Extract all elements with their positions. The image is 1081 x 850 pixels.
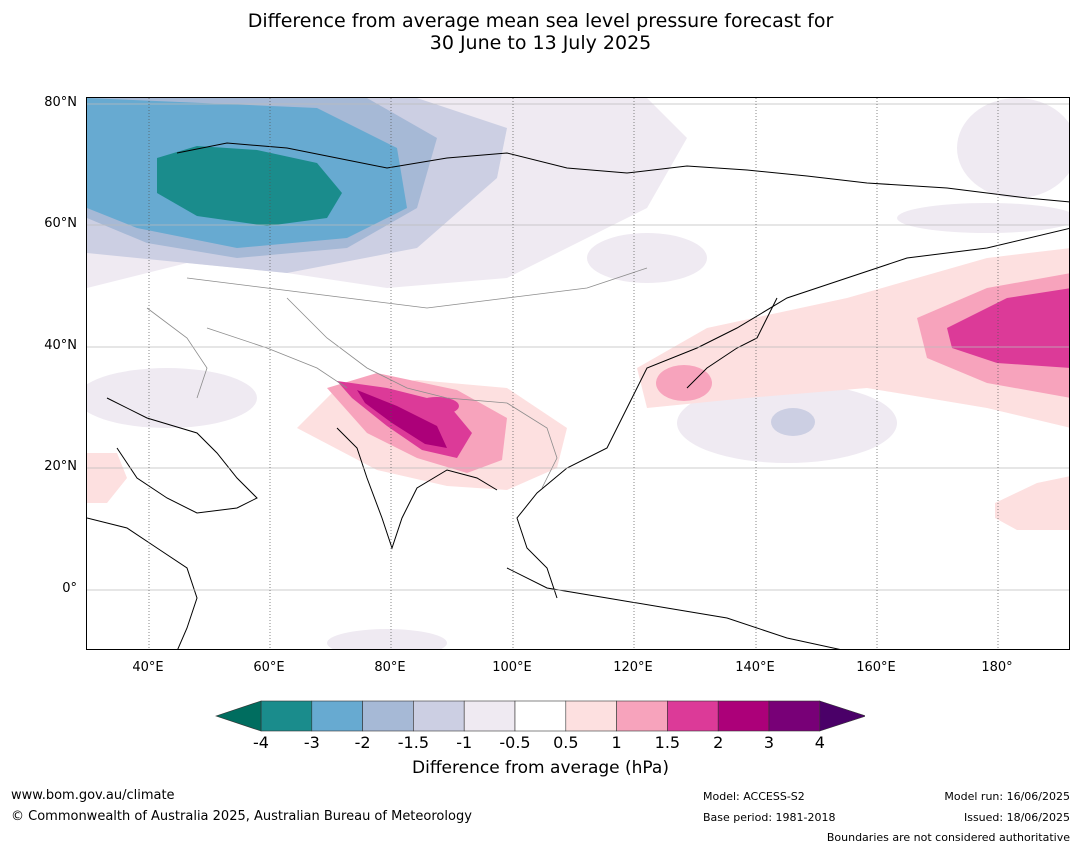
colorbar-segment xyxy=(667,700,719,732)
lon-label: 120°E xyxy=(613,660,653,675)
coast-arabia xyxy=(106,397,258,514)
negative-anomaly-fills xyxy=(87,98,1069,649)
colorbar-segments xyxy=(215,700,865,732)
footer-url[interactable]: www.bom.gov.au/climate xyxy=(11,788,175,803)
colorbar-tick-label: -1 xyxy=(456,733,473,752)
anomaly-pink-japan xyxy=(656,365,712,401)
anomaly-lilac-west xyxy=(87,368,257,428)
colorbar-under-arrow xyxy=(215,700,262,732)
anomaly-pink-small xyxy=(415,397,459,415)
colorbar-tick-label: 0.5 xyxy=(553,733,579,752)
lon-label: 100°E xyxy=(492,660,532,675)
anomaly-dark-magenta xyxy=(357,390,447,448)
colorbar-tick-label: -1.5 xyxy=(397,733,429,752)
anomaly-lilac-mongolia xyxy=(587,233,707,283)
colorbar-segment xyxy=(616,700,668,732)
colorbar-tick-label: 3 xyxy=(763,733,775,752)
border-1 xyxy=(186,267,648,309)
lon-label: 180° xyxy=(981,660,1013,675)
anomaly-light-pink-east xyxy=(995,476,1069,530)
colorbar-tick-label: 1.5 xyxy=(654,733,681,752)
lon-label: 160°E xyxy=(856,660,896,675)
colorbar-label: Difference from average (hPa) xyxy=(412,758,669,778)
anomaly-light-pink-pacific xyxy=(637,248,1069,428)
colorbar-segment xyxy=(768,700,821,732)
lat-label: 20°N xyxy=(44,459,77,474)
anomaly-lilac-south xyxy=(327,629,447,649)
anomaly-magenta-pacific xyxy=(947,288,1069,368)
footer-disclaimer: Boundaries are not considered authoritat… xyxy=(826,831,1070,844)
colorbar-segment xyxy=(260,700,313,732)
colorbar-tick-label: -0.5 xyxy=(499,733,531,752)
colorbar-segment xyxy=(362,700,414,732)
colorbar-tick-label: 4 xyxy=(814,733,825,752)
footer-model-run: Model run: 16/06/2025 xyxy=(944,790,1070,803)
lon-label: 80°E xyxy=(374,660,406,675)
coast-india xyxy=(336,427,498,550)
footer-model: Model: ACCESS-S2 xyxy=(703,790,805,803)
anomaly-lilac-ne xyxy=(957,98,1069,198)
border-3 xyxy=(206,327,348,389)
lon-label: 60°E xyxy=(253,660,285,675)
colorbar xyxy=(215,700,865,732)
colorbar-tick-label: -2 xyxy=(354,733,371,752)
colorbar-over-arrow xyxy=(819,700,865,732)
lat-label: 40°N xyxy=(44,338,77,353)
colorbar-segment xyxy=(311,700,363,732)
country-borders xyxy=(146,267,648,489)
lon-label: 40°E xyxy=(132,660,164,675)
coast-japan xyxy=(686,297,778,389)
coast-maritime-se-asia xyxy=(506,567,841,649)
chart-title: Difference from average mean sea level p… xyxy=(0,10,1081,54)
anomaly-light-pink-west xyxy=(87,453,127,503)
coast-east-asia xyxy=(516,227,1069,599)
anomaly-lilac-ne2 xyxy=(897,203,1069,233)
colorbar-tick-label: -3 xyxy=(303,733,320,752)
footer-base-period: Base period: 1981-2018 xyxy=(703,811,836,824)
coastlines xyxy=(87,142,1069,649)
title-line-1: Difference from average mean sea level p… xyxy=(247,10,834,32)
colorbar-segment xyxy=(463,700,516,732)
title-line-2: 30 June to 13 July 2025 xyxy=(429,32,652,54)
positive-anomaly-fills xyxy=(87,248,1069,530)
anomaly-teal xyxy=(157,146,342,226)
footer-copyright: © Commonwealth of Australia 2025, Austra… xyxy=(11,809,472,824)
colorbar-tick-label: 1 xyxy=(611,733,622,752)
anomaly-lilac-pacific-inner xyxy=(771,408,815,436)
gridlines xyxy=(87,98,1069,649)
colorbar-segment xyxy=(565,700,617,732)
border-2 xyxy=(286,297,508,404)
lat-label: 0° xyxy=(62,581,77,596)
lat-label: 80°N xyxy=(44,95,77,110)
footer-issued: Issued: 18/06/2025 xyxy=(963,811,1070,824)
pressure-anomaly-map xyxy=(86,97,1070,650)
border-5 xyxy=(146,307,208,399)
colorbar-segment xyxy=(514,700,567,732)
colorbar-segment xyxy=(413,700,465,732)
colorbar-tick-label: 2 xyxy=(713,733,724,752)
map-svg xyxy=(87,98,1069,649)
lat-label: 60°N xyxy=(44,216,77,231)
border-4 xyxy=(506,402,558,489)
coast-africa xyxy=(87,517,198,649)
lon-label: 140°E xyxy=(735,660,775,675)
colorbar-tick-label: -4 xyxy=(253,733,269,752)
coast-arctic xyxy=(176,142,1069,203)
colorbar-segment xyxy=(717,700,770,732)
